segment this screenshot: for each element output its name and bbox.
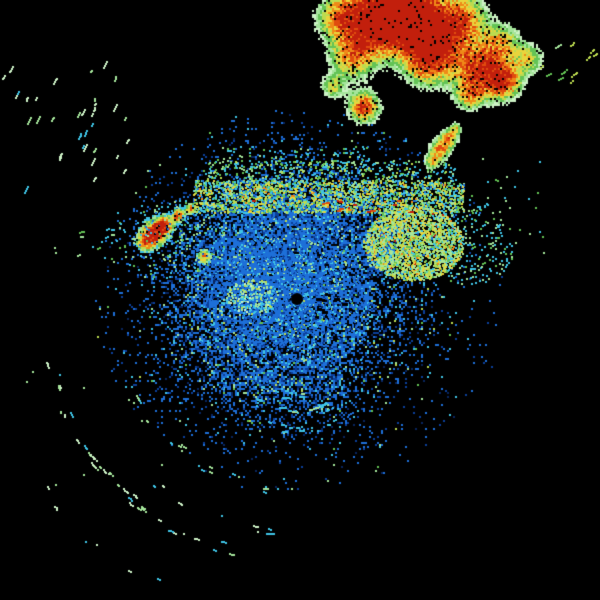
radar-reflectivity-canvas xyxy=(0,0,600,600)
radar-display xyxy=(0,0,600,600)
